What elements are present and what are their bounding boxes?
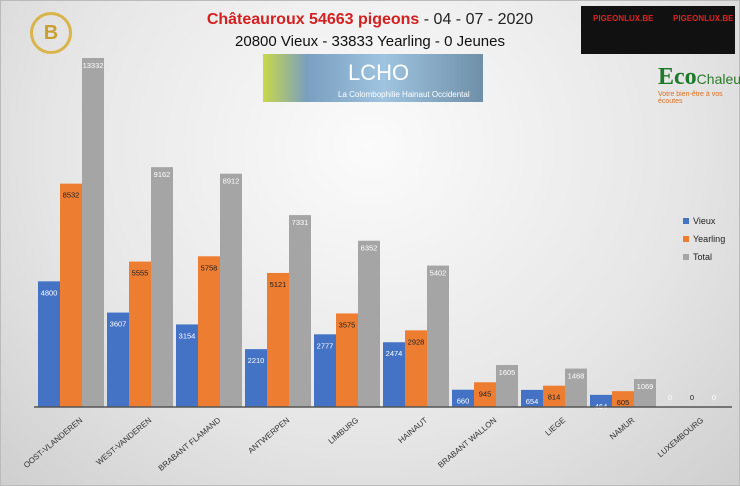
title-date: - 04 - 07 - 2020: [419, 11, 534, 28]
data-label: 814: [548, 393, 561, 402]
chaleur-text: Chaleur: [696, 71, 740, 87]
category-label: LUXEMBOURG: [656, 416, 705, 459]
pigeonlux-text-2: PIGEONLUX.BE: [673, 14, 734, 23]
bar-total: [151, 167, 173, 407]
lcho-title: LCHO: [348, 60, 410, 85]
bar-yearling: [474, 382, 496, 407]
bar-total: [358, 240, 380, 407]
bar-yearling: [60, 183, 82, 407]
data-label: 6352: [361, 244, 378, 253]
bar-yearling: [198, 256, 220, 407]
bar-vieux: [245, 349, 267, 407]
chart-subtitle: 20800 Vieux - 33833 Yearling - 0 Jeunes: [235, 33, 505, 50]
data-label: 605: [617, 398, 630, 407]
data-label: 5555: [132, 269, 149, 278]
data-label: 8532: [63, 191, 80, 200]
category-label: ANTWERPEN: [246, 416, 291, 456]
data-label: 0: [690, 393, 694, 402]
data-label: 7331: [292, 218, 309, 227]
category-label: OOST-VLANDEREN: [22, 415, 84, 469]
data-label: 5402: [430, 269, 447, 278]
data-label: 945: [479, 389, 492, 398]
data-label: 1605: [499, 368, 516, 377]
bar-yearling: [129, 261, 151, 407]
data-label: 4800: [41, 288, 58, 297]
bar-vieux: [107, 312, 129, 407]
bar-total: [634, 379, 656, 407]
eco-tagline: Votre bien-être à vos écoutes: [658, 91, 723, 105]
pigeonlux-logo: PIGEONLUX.BE PIGEONLUX.BE: [581, 6, 735, 54]
bar-total: [82, 58, 104, 407]
bar-yearling: [267, 272, 289, 407]
ecochaleur-logo: EcoChaleur Votre bien-être à vos écoutes: [658, 64, 740, 105]
lcho-logo: LCHO La Colombophilie Hainaut Occidental: [263, 54, 483, 102]
bar-total: [220, 173, 242, 407]
category-label: WEST-VANDEREN: [94, 416, 153, 468]
data-label: 2474: [386, 349, 403, 358]
data-label: 0: [712, 393, 716, 402]
data-label: 2210: [248, 356, 265, 365]
chart-title: Châteauroux 54663 pigeons - 04 - 07 - 20…: [0, 11, 740, 29]
data-label: 3575: [339, 320, 356, 329]
bar-vieux: [314, 334, 336, 407]
data-label: 3154: [179, 331, 196, 340]
royal-logo: B: [30, 12, 72, 54]
eco-text: Eco: [658, 64, 697, 90]
category-label: LIMBURG: [327, 416, 361, 446]
bar-yearling: [336, 313, 358, 407]
title-red: Châteauroux 54663 pigeons: [206, 11, 420, 28]
royal-logo-letter: B: [43, 22, 59, 44]
bar-total: [565, 368, 587, 407]
bar-total: [289, 215, 311, 407]
pigeonlux-text: PIGEONLUX.BE: [593, 14, 654, 23]
data-label: 13332: [83, 61, 104, 70]
category-label: BRABANT FLAMAND: [157, 415, 223, 472]
bar-yearling: [543, 385, 565, 407]
data-label: 5121: [270, 280, 287, 289]
legend-swatch: [683, 254, 689, 260]
data-label: 1069: [637, 382, 654, 391]
bar-yearling: [405, 330, 427, 407]
data-label: 3607: [110, 320, 127, 329]
data-label: 2928: [408, 337, 425, 346]
legend-label: Total: [693, 252, 712, 262]
bar-vieux: [383, 342, 405, 407]
data-label: 8912: [223, 177, 240, 186]
data-label: 0: [668, 393, 672, 402]
data-label: 654: [526, 397, 539, 406]
data-label: 660: [457, 397, 470, 406]
lcho-subtitle: La Colombophilie Hainaut Occidental: [338, 90, 470, 99]
legend-label: Vieux: [693, 216, 716, 226]
category-label: LIEGE: [543, 416, 567, 438]
bar-vieux: [521, 389, 543, 407]
bar-total: [427, 265, 449, 407]
data-label: 9162: [154, 170, 171, 179]
legend-label: Yearling: [693, 234, 725, 244]
data-label: 1468: [568, 372, 585, 381]
bar-vieux: [590, 394, 612, 407]
legend-swatch: [683, 218, 689, 224]
bar-vieux: [38, 281, 60, 407]
category-label: BRABANT WALLON: [436, 415, 498, 469]
category-label: HAINAUT: [397, 416, 430, 446]
bar-total: [496, 364, 518, 407]
bar-yearling: [612, 391, 634, 407]
bar-vieux: [452, 389, 474, 407]
category-label: NAMUR: [608, 416, 636, 442]
data-label: 2777: [317, 341, 334, 350]
legend-swatch: [683, 236, 689, 242]
bar-vieux: [176, 324, 198, 407]
data-label: 5758: [201, 263, 218, 272]
